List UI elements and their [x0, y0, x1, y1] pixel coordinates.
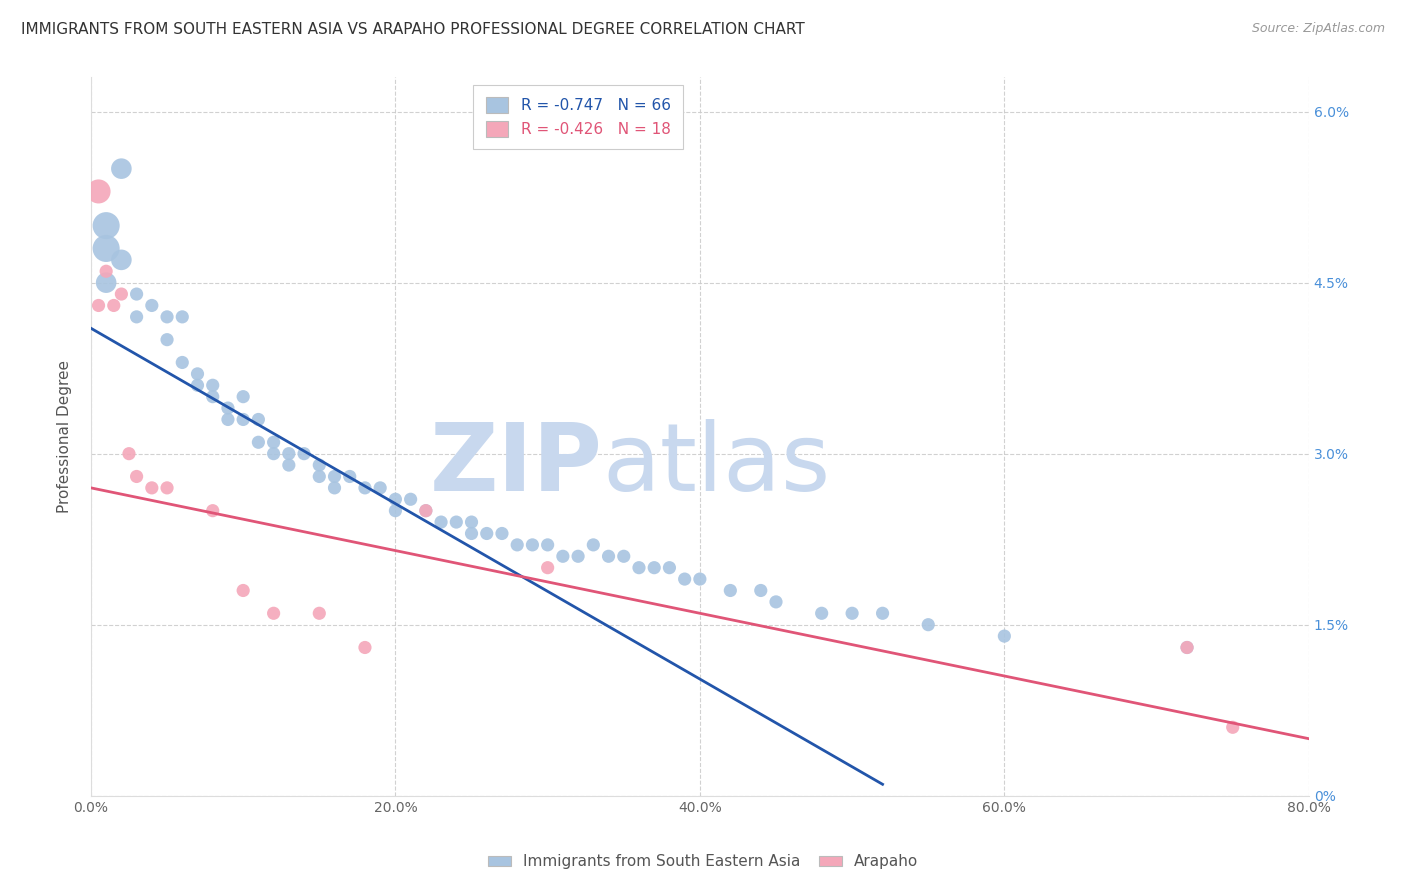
Point: [627, 560, 650, 574]
Point: [247, 412, 270, 426]
Point: [1222, 720, 1244, 734]
Point: [96, 276, 118, 290]
Point: [993, 629, 1015, 643]
Point: [384, 504, 406, 518]
Point: [415, 504, 437, 518]
Point: [110, 161, 132, 176]
Point: [323, 481, 346, 495]
Point: [308, 469, 330, 483]
Point: [103, 298, 125, 312]
Point: [841, 607, 863, 621]
Point: [263, 607, 285, 621]
Point: [567, 549, 589, 564]
Point: [141, 481, 163, 495]
Text: Source: ZipAtlas.com: Source: ZipAtlas.com: [1251, 22, 1385, 36]
Point: [247, 435, 270, 450]
Point: [125, 287, 148, 301]
Point: [354, 640, 377, 655]
Point: [460, 526, 482, 541]
Point: [263, 435, 285, 450]
Point: [323, 469, 346, 483]
Point: [87, 185, 110, 199]
Point: [1175, 640, 1198, 655]
Point: [217, 401, 239, 415]
Point: [96, 242, 118, 256]
Point: [232, 412, 254, 426]
Point: [186, 367, 208, 381]
Point: [917, 617, 939, 632]
Point: [384, 492, 406, 507]
Point: [613, 549, 636, 564]
Point: [201, 378, 224, 392]
Point: [537, 560, 560, 574]
Point: [339, 469, 361, 483]
Point: [172, 310, 194, 324]
Point: [156, 333, 179, 347]
Text: ZIP: ZIP: [430, 419, 602, 511]
Legend: R = -0.747   N = 66, R = -0.426   N = 18: R = -0.747 N = 66, R = -0.426 N = 18: [474, 85, 683, 149]
Point: [110, 252, 132, 267]
Point: [522, 538, 544, 552]
Point: [172, 355, 194, 369]
Point: [810, 607, 832, 621]
Point: [232, 583, 254, 598]
Point: [765, 595, 787, 609]
Point: [718, 583, 741, 598]
Point: [598, 549, 620, 564]
Point: [232, 390, 254, 404]
Point: [354, 481, 377, 495]
Legend: Immigrants from South Eastern Asia, Arapaho: Immigrants from South Eastern Asia, Arap…: [482, 848, 924, 875]
Point: [201, 504, 224, 518]
Point: [506, 538, 529, 552]
Point: [263, 447, 285, 461]
Point: [749, 583, 772, 598]
Point: [118, 447, 141, 461]
Point: [292, 447, 315, 461]
Point: [673, 572, 696, 586]
Point: [460, 515, 482, 529]
Point: [186, 378, 208, 392]
Point: [87, 298, 110, 312]
Point: [96, 264, 118, 278]
Point: [689, 572, 711, 586]
Point: [308, 458, 330, 472]
Text: IMMIGRANTS FROM SOUTH EASTERN ASIA VS ARAPAHO PROFESSIONAL DEGREE CORRELATION CH: IMMIGRANTS FROM SOUTH EASTERN ASIA VS AR…: [21, 22, 804, 37]
Point: [446, 515, 468, 529]
Point: [156, 481, 179, 495]
Point: [643, 560, 665, 574]
Point: [491, 526, 513, 541]
Point: [277, 447, 299, 461]
Text: atlas: atlas: [602, 419, 831, 511]
Point: [110, 287, 132, 301]
Point: [125, 469, 148, 483]
Point: [201, 390, 224, 404]
Point: [125, 310, 148, 324]
Point: [156, 310, 179, 324]
Point: [399, 492, 422, 507]
Point: [551, 549, 574, 564]
Point: [277, 458, 299, 472]
Point: [872, 607, 894, 621]
Point: [141, 298, 163, 312]
Point: [582, 538, 605, 552]
Point: [415, 504, 437, 518]
Point: [368, 481, 391, 495]
Point: [96, 219, 118, 233]
Point: [537, 538, 560, 552]
Point: [217, 412, 239, 426]
Point: [658, 560, 681, 574]
Point: [308, 607, 330, 621]
Point: [430, 515, 453, 529]
Y-axis label: Professional Degree: Professional Degree: [58, 360, 72, 513]
Point: [475, 526, 498, 541]
Point: [1175, 640, 1198, 655]
